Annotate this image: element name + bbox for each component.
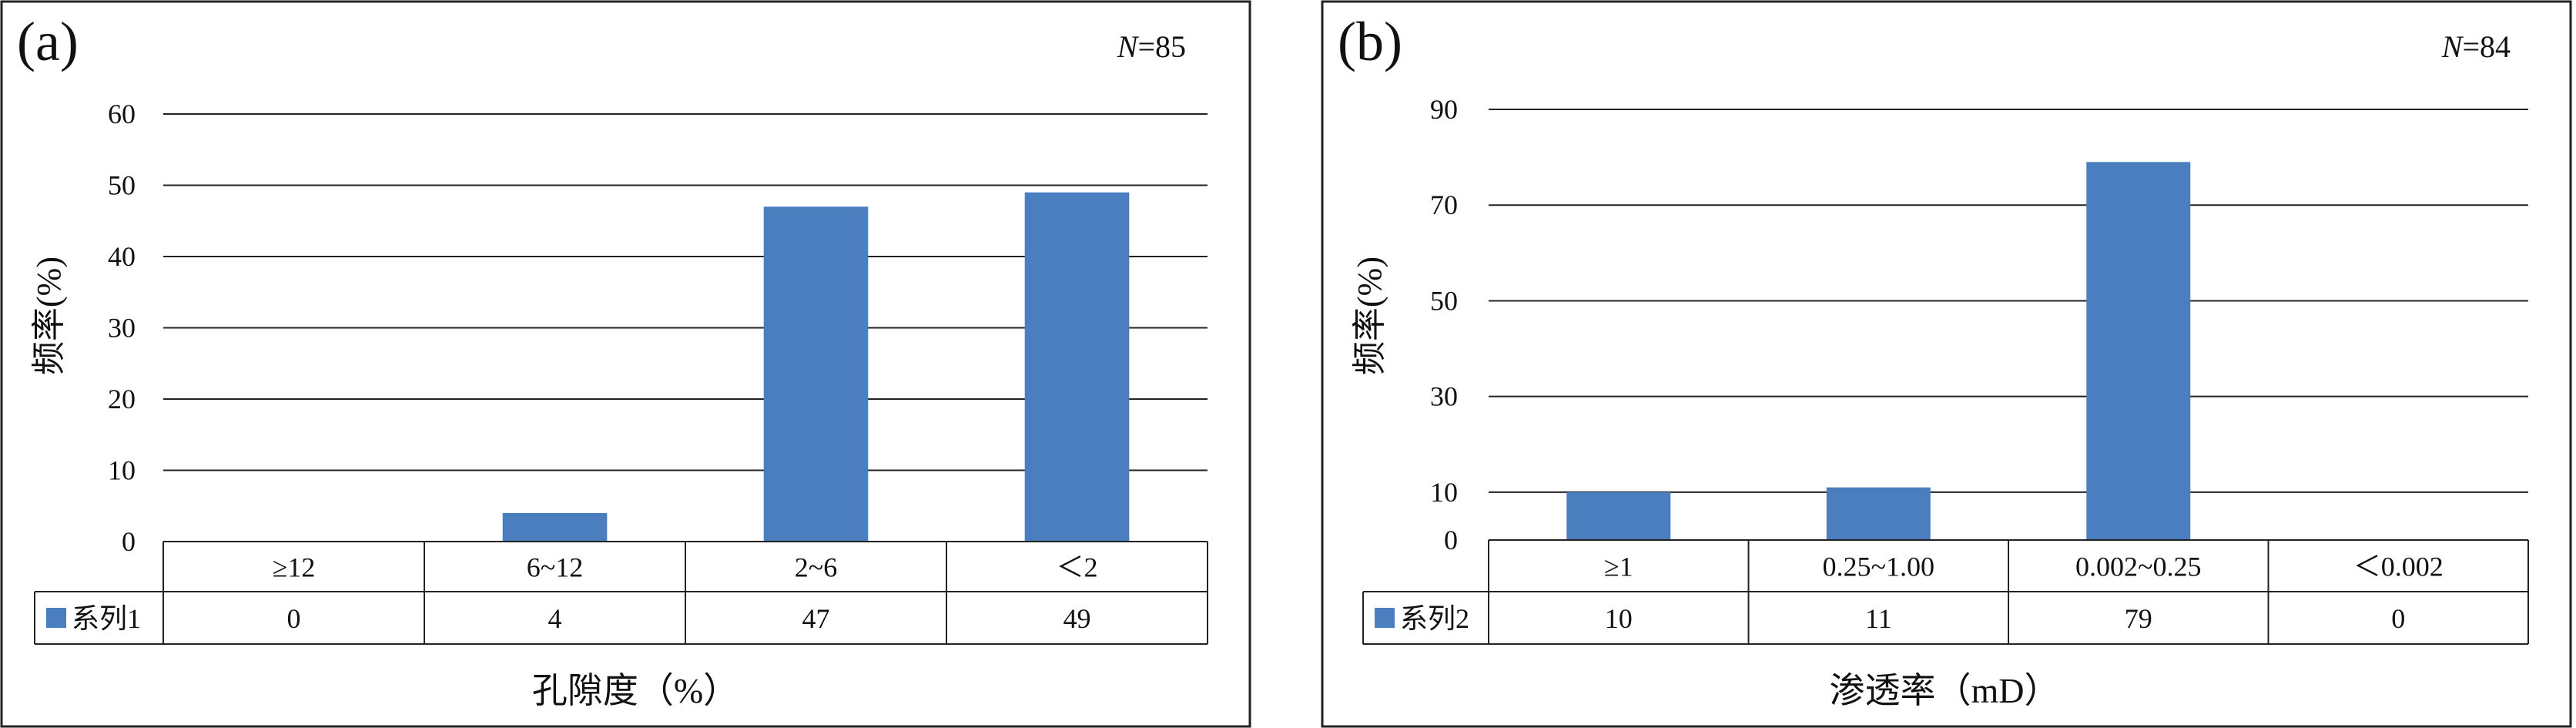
data-table: ≥12 6~12 2~6 ＜2 0 4 47 49 系列1 (34, 541, 1208, 645)
x-axis-label: 渗透率（mD） (1830, 671, 2060, 710)
data-value-label: 0 (287, 603, 301, 634)
bar (1566, 491, 1671, 540)
data-value-label: 0 (2391, 603, 2405, 634)
bar (1826, 487, 1931, 540)
y-tick-label: 30 (1430, 381, 1458, 412)
category-label: 2~6 (795, 552, 837, 583)
panel-border (1321, 0, 2572, 728)
y-tick-label: 60 (108, 99, 136, 129)
bars (1566, 162, 2191, 541)
y-tick-label: 40 (108, 241, 136, 272)
category-label: ≥12 (273, 552, 316, 583)
panel-label: (a) (17, 11, 79, 72)
bar (2086, 162, 2191, 541)
data-value-label: 11 (1865, 603, 1892, 634)
bar (763, 206, 869, 542)
legend-swatch (46, 608, 66, 628)
y-tick-labels: 0 10 20 30 40 50 60 (108, 99, 136, 557)
y-tick-label: 0 (122, 526, 136, 557)
category-label: ＜2 (1056, 552, 1097, 583)
y-tick-label: 20 (108, 384, 136, 414)
bars (502, 192, 1130, 542)
y-tick-label: 70 (1430, 190, 1458, 220)
y-tick-label: 50 (108, 170, 136, 201)
bar (502, 513, 608, 542)
bar (1024, 192, 1130, 542)
data-table: ≥1 0.25~1.00 0.002~0.25 ＜0.002 10 11 79 0 系列2 (1362, 539, 2529, 645)
category-label: ≥1 (1604, 552, 1633, 582)
gridlines (1489, 109, 2528, 493)
data-value-label: 10 (1605, 603, 1633, 634)
panel-label: (b) (1338, 11, 1402, 72)
legend-swatch (1375, 608, 1395, 628)
y-tick-labels: 0 10 30 50 70 90 (1430, 94, 1458, 555)
y-tick-label: 10 (1430, 477, 1458, 508)
data-value-label: 4 (548, 603, 562, 634)
chart-panel-b: (b) N=84 频率(%) 渗透率（mD） 0 10 30 50 70 90 ≥1 0.2… (1321, 0, 2572, 728)
data-value-label: 47 (802, 603, 830, 634)
data-value-label: 49 (1064, 603, 1091, 634)
data-value-label: 79 (2125, 603, 2152, 634)
sample-count: N=84 (2441, 29, 2511, 64)
series-name: 系列2 (1400, 603, 1469, 634)
sample-count: N=85 (1117, 29, 1186, 64)
y-axis-label: 频率(%) (1351, 257, 1388, 375)
y-tick-label: 10 (108, 455, 136, 486)
y-tick-label: 50 (1430, 285, 1458, 316)
y-tick-label: 30 (108, 313, 136, 344)
y-tick-label: 0 (1444, 525, 1458, 555)
y-axis-label: 频率(%) (30, 257, 68, 375)
series-name: 系列1 (72, 603, 141, 634)
category-label: 0.002~0.25 (2075, 552, 2201, 582)
category-label: 0.25~1.00 (1823, 552, 1935, 582)
x-axis-label: 孔隙度（%） (532, 671, 739, 710)
category-label: 6~12 (527, 552, 583, 583)
category-label: ＜0.002 (2353, 552, 2444, 582)
y-tick-label: 90 (1430, 94, 1458, 125)
